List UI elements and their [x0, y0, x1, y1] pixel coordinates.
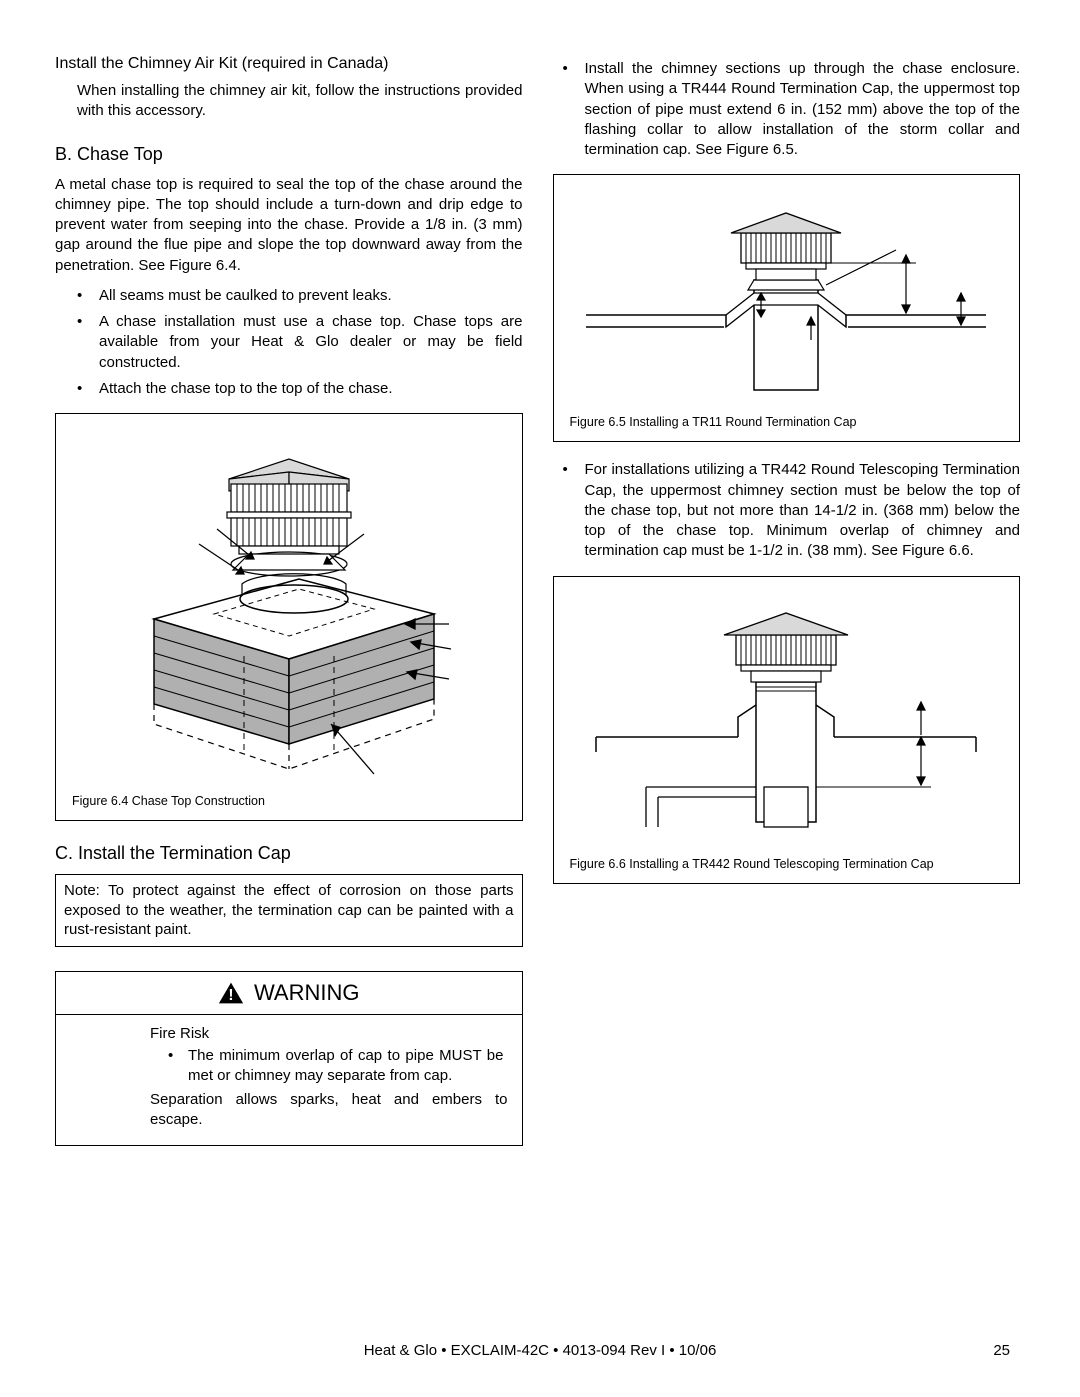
bullet-item: All seams must be caulked to prevent lea…	[77, 286, 523, 306]
warning-subtitle: Fire Risk	[150, 1025, 508, 1042]
warning-triangle-icon: !	[218, 981, 244, 1005]
tr442-diagram	[576, 587, 996, 847]
warning-bullet: The minimum overlap of cap to pipe MUST …	[168, 1046, 508, 1087]
figure-6-5-caption: Figure 6.5 Installing a TR11 Round Termi…	[564, 415, 1010, 429]
right-column: Install the chimney sections up through …	[553, 55, 1021, 1146]
page-footer: Heat & Glo • EXCLAIM-42C • 4013-094 Rev …	[0, 1342, 1080, 1359]
chase-top-diagram	[99, 424, 479, 784]
bullet-item: Install the chimney sections up through …	[563, 59, 1021, 160]
warning-list: The minimum overlap of cap to pipe MUST …	[70, 1046, 508, 1087]
figure-6-4: Figure 6.4 Chase Top Construction	[55, 413, 523, 821]
termination-cap-heading: C. Install the Termination Cap	[55, 843, 523, 864]
warning-body: Fire Risk The minimum overlap of cap to …	[56, 1015, 522, 1145]
warning-tail: Separation allows sparks, heat and ember…	[150, 1090, 508, 1131]
svg-text:!: !	[228, 986, 233, 1003]
figure-6-5: Figure 6.5 Installing a TR11 Round Termi…	[553, 174, 1021, 442]
page-number: 25	[993, 1342, 1010, 1359]
chase-top-text: A metal chase top is required to seal th…	[55, 175, 523, 276]
warning-title: WARNING	[254, 980, 360, 1006]
right-bullets-1: Install the chimney sections up through …	[553, 59, 1021, 160]
corrosion-note: Note: To protect against the effect of c…	[55, 874, 523, 947]
warning-box: ! WARNING Fire Risk The minimum overlap …	[55, 971, 523, 1146]
figure-6-6: Figure 6.6 Installing a TR442 Round Tele…	[553, 576, 1021, 884]
chase-top-heading: B. Chase Top	[55, 144, 523, 165]
left-column: Install the Chimney Air Kit (required in…	[55, 55, 523, 1146]
chase-top-bullets: All seams must be caulked to prevent lea…	[55, 286, 523, 399]
air-kit-heading: Install the Chimney Air Kit (required in…	[55, 55, 523, 73]
bullet-item: For installations utilizing a TR442 Roun…	[563, 460, 1021, 561]
figure-6-6-caption: Figure 6.6 Installing a TR442 Round Tele…	[564, 857, 1010, 871]
warning-header: ! WARNING	[56, 972, 522, 1015]
figure-6-4-caption: Figure 6.4 Chase Top Construction	[66, 794, 512, 808]
right-bullets-2: For installations utilizing a TR442 Roun…	[553, 460, 1021, 561]
air-kit-text: When installing the chimney air kit, fol…	[55, 81, 523, 122]
tr11-diagram	[576, 185, 996, 405]
bullet-item: A chase installation must use a chase to…	[77, 312, 523, 373]
bullet-item: Attach the chase top to the top of the c…	[77, 379, 523, 399]
